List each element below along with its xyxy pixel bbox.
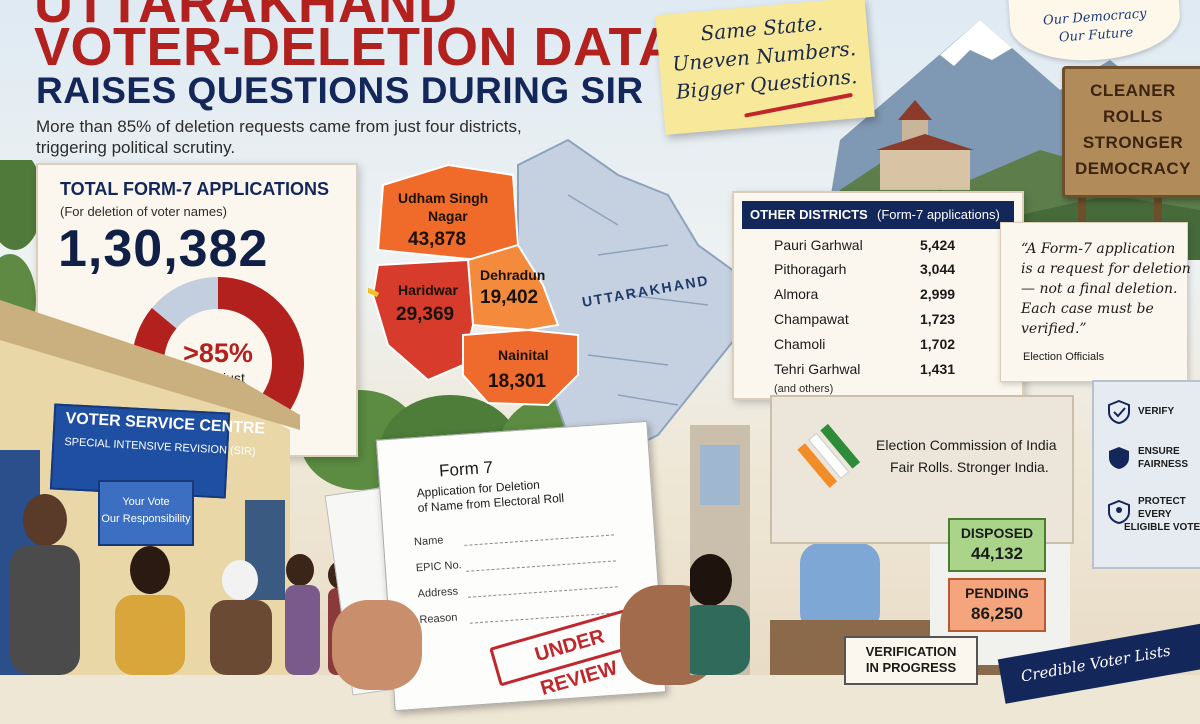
sign-line1: CLEANER (1090, 81, 1176, 100)
sticky-note: Same State. Uneven Numbers. Bigger Quest… (655, 0, 875, 135)
disposed-badge: DISPOSED 44,132 (948, 518, 1046, 572)
district-count: 5,424 (920, 237, 956, 253)
form-field-label: Address (417, 585, 459, 601)
uttarakhand-map: Udham Singh Nagar 43,878 Dehradun 19,402… (368, 138, 755, 457)
headline-top-line: UTTARAKHAND (34, 0, 458, 35)
check-shield-icon (1108, 400, 1130, 424)
district-name: Pithoragarh (774, 261, 847, 277)
district-value: 18,301 (488, 371, 547, 392)
principle-line: PROTECT (1138, 496, 1186, 507)
other-districts-card: OTHER DISTRICTS (Form-7 applications) Pa… (732, 191, 1024, 400)
principle-line: ENSURE (1138, 446, 1180, 457)
district-value: 19,402 (480, 287, 538, 308)
quote-source: Election Officials (1023, 351, 1105, 363)
district-count: 1,723 (920, 311, 956, 327)
quote-line: Each case must be (1021, 301, 1154, 317)
district-count: 1,702 (920, 336, 956, 352)
principles-panel: VERIFY ENSURE FAIRNESS PROTECT EVERY ELI… (1092, 380, 1200, 569)
principle-line: VERIFY (1138, 406, 1175, 417)
other-heading-note: (Form-7 applications) (877, 207, 1000, 222)
headline-line2: RAISES QUESTIONS DURING SIR (36, 70, 644, 111)
subtitle-line1: More than 85% of deletion requests came … (36, 117, 522, 136)
pending-value: 86,250 (971, 604, 1023, 623)
district-label: Nagar (428, 208, 468, 224)
form-title: Form 7 (438, 457, 494, 481)
official-quote: “A Form-7 application is a request for d… (1000, 222, 1191, 382)
total-value: 1,30,382 (58, 220, 269, 278)
total-label: TOTAL FORM-7 APPLICATIONS (60, 179, 329, 199)
form-field-label: EPIC No. (415, 559, 463, 575)
verification-line2: IN PROGRESS (865, 660, 957, 675)
centre-subtitle: SPECIAL INTENSIVE REVISION (SIR) (64, 436, 256, 459)
eci-tagline: Fair Rolls. Stronger India. (890, 459, 1049, 475)
district-name: Chamoli (774, 336, 826, 352)
quote-line: is a request for deletion (1021, 261, 1191, 277)
district-label: Nainital (498, 347, 549, 363)
eci-logo-icon (797, 423, 861, 488)
hand-illustration (332, 600, 422, 690)
arrow-icon (368, 287, 380, 298)
other-districts-heading: OTHER DISTRICTS (Form-7 applications) (742, 201, 1014, 229)
form-field-line (468, 586, 618, 598)
poster-line1: Your Vote (122, 496, 170, 508)
district-value: 29,369 (396, 304, 454, 325)
pending-label: PENDING (965, 585, 1029, 601)
district-count: 3,044 (920, 261, 956, 277)
quote-line: verified.” (1021, 321, 1087, 337)
donut-percent: >85% (183, 338, 253, 368)
voter-centre-poster: Your Vote Our Responsibility (98, 480, 194, 546)
form-field-label: Name (413, 534, 444, 549)
subtitle-line2: triggering political scrutiny. (36, 138, 236, 157)
disposed-label: DISPOSED (960, 525, 1034, 541)
sign-line2: ROLLS (1102, 107, 1164, 126)
wooden-sign: CLEANER ROLLS STRONGER DEMOCRACY (1062, 66, 1200, 198)
sign-post (1078, 190, 1086, 230)
district-name: Pauri Garhwal (774, 237, 863, 253)
district-nainital (462, 328, 579, 407)
district-value: 43,878 (408, 229, 466, 250)
other-heading-bold: OTHER DISTRICTS (750, 207, 868, 222)
other-districts-note: (and others) (774, 383, 834, 395)
eci-name: Election Commission of India (876, 437, 1057, 453)
form-field-label: Reason (419, 611, 458, 627)
district-haridwar (371, 258, 475, 382)
form7-document: Form 7 Application for Deletion of Name … (375, 420, 667, 712)
sign-post (1154, 190, 1162, 230)
protect-icon (1108, 500, 1130, 524)
disposed-value: 44,132 (971, 544, 1023, 563)
district-count: 2,999 (920, 286, 956, 302)
form-field-line (466, 560, 616, 572)
quote-line: “A Form-7 application (1021, 241, 1176, 257)
district-label: Dehradun (480, 267, 545, 283)
verification-sign: VERIFICATION IN PROGRESS (844, 636, 978, 685)
voter-queue-illustration (10, 494, 356, 675)
form-field-line (464, 534, 615, 546)
headline-line1: VOTER-DELETION DATA (34, 17, 678, 77)
shield-icon (1109, 447, 1129, 469)
sign-line4: DEMOCRACY (1075, 159, 1191, 178)
principle-line: ELIGIBLE VOTER (1124, 522, 1200, 533)
district-name: Tehri Garhwal (774, 361, 861, 377)
district-name: Almora (774, 286, 819, 302)
district-name: Champawat (774, 311, 849, 327)
poster-line2: Our Responsibility (101, 513, 191, 525)
total-note: (For deletion of voter names) (60, 204, 227, 219)
district-label: Haridwar (398, 282, 458, 298)
district-label: Udham Singh (398, 190, 488, 206)
principle-line: FAIRNESS (1138, 459, 1189, 470)
verification-line1: VERIFICATION (865, 644, 957, 659)
district-count: 1,431 (920, 361, 956, 377)
sign-line3: STRONGER (1082, 133, 1184, 152)
principle-line: EVERY (1138, 509, 1172, 520)
pending-badge: PENDING 86,250 (948, 578, 1046, 632)
quote-line: — not a final deletion. (1021, 281, 1178, 297)
